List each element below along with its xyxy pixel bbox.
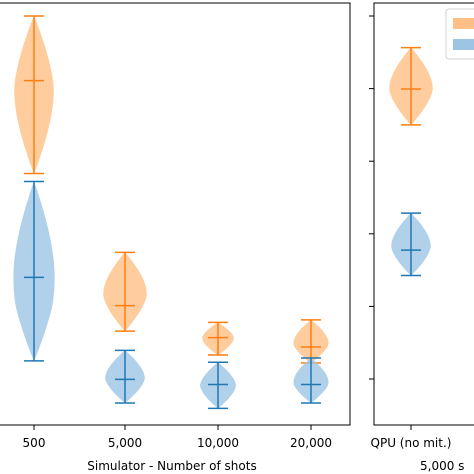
x-tick-label: 10,000 xyxy=(197,436,239,450)
qpu-x-ticks: QPU (no mit.) xyxy=(371,425,452,450)
legend-swatch-blue xyxy=(453,39,474,50)
x-tick-label: 20,000 xyxy=(290,436,332,450)
qpu-y-ticks xyxy=(369,15,374,380)
legend xyxy=(445,8,474,60)
x-tick-label: 5,000 xyxy=(108,436,142,450)
x-tick-label: QPU (no mit.) xyxy=(371,436,452,450)
qpu-x-axis-label: 5,000 s xyxy=(420,459,464,473)
simulator-axes-frame xyxy=(0,2,351,426)
simulator-x-ticks: 500 5,000 10,000 20,000 xyxy=(23,425,332,450)
x-tick-label: 500 xyxy=(23,436,46,450)
legend-swatch-orange xyxy=(453,18,474,29)
qpu-axes-frame xyxy=(373,2,474,426)
legend-box xyxy=(445,8,474,60)
simulator-panel xyxy=(13,15,329,410)
simulator-x-axis-label: Simulator - Number of shots xyxy=(87,459,256,473)
qpu-panel xyxy=(389,46,433,277)
